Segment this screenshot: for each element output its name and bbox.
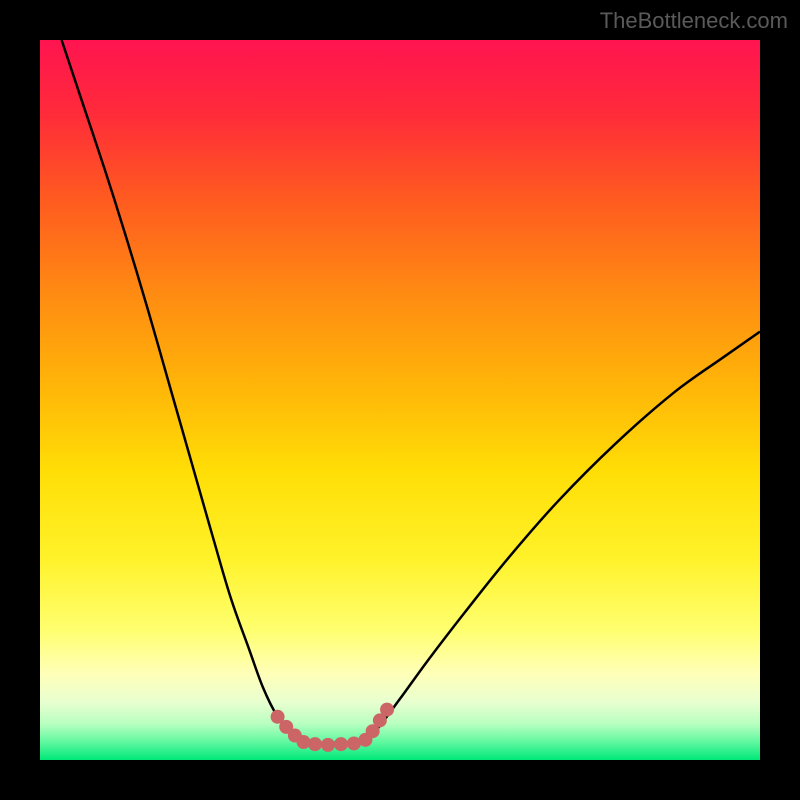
left-curve (62, 40, 303, 743)
curves-layer (40, 40, 760, 760)
right-curve (364, 332, 760, 742)
watermark-text: TheBottleneck.com (600, 8, 788, 34)
plot-area (40, 40, 760, 760)
marker-group (271, 703, 394, 752)
chart-frame: TheBottleneck.com (0, 0, 800, 800)
marker-point (380, 703, 394, 717)
marker-point (334, 737, 348, 751)
marker-point (308, 737, 322, 751)
marker-point (321, 738, 335, 752)
